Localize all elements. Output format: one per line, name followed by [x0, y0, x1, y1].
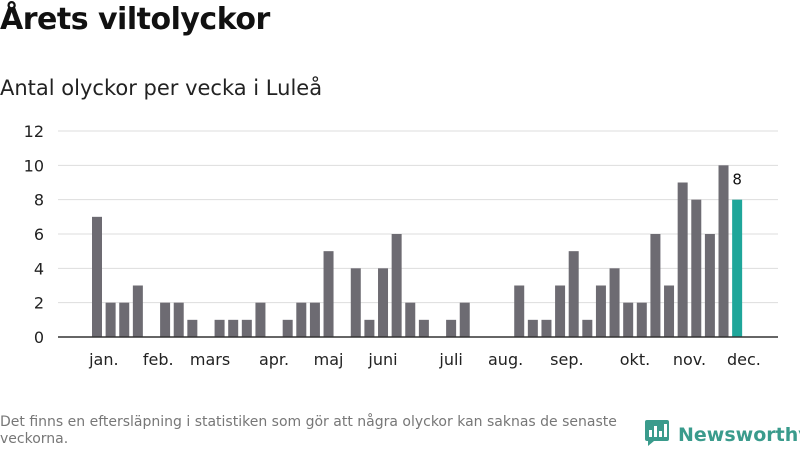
y-tick-label: 2 — [34, 294, 44, 313]
x-tick-label: dec. — [727, 350, 761, 369]
bar — [160, 302, 171, 337]
bar — [214, 319, 225, 337]
bar — [636, 302, 647, 337]
y-axis-ticks: 0 2 4 6 8 10 12 — [24, 122, 44, 347]
bar — [241, 319, 252, 337]
chart-subtitle: Antal olyckor per vecka i Luleå — [0, 76, 323, 100]
bar — [664, 285, 675, 337]
bar-current-week — [732, 199, 743, 337]
bar — [92, 216, 102, 337]
bar — [623, 302, 634, 337]
footnote: Det finns en eftersläpning i statistiken… — [0, 414, 617, 447]
x-tick-label: maj — [314, 350, 344, 369]
y-tick-label: 12 — [24, 122, 44, 141]
x-tick-label: juli — [438, 350, 462, 369]
bar — [187, 319, 198, 337]
bar — [595, 285, 606, 337]
x-tick-label: okt. — [620, 350, 650, 369]
bar — [323, 251, 334, 337]
brand-logo[interactable]: Newsworthy — [644, 419, 800, 451]
x-tick-label: juni — [367, 350, 397, 369]
bar — [609, 268, 620, 337]
data-labels: 8 — [732, 171, 742, 189]
bar — [568, 251, 579, 337]
bar — [309, 302, 320, 337]
bar — [677, 182, 688, 337]
bar — [691, 199, 702, 337]
bar — [405, 302, 416, 337]
bar — [391, 234, 402, 337]
bar — [459, 302, 470, 337]
bar — [582, 319, 593, 337]
bar — [296, 302, 307, 337]
bar — [132, 285, 143, 337]
bar — [650, 234, 661, 337]
bar — [704, 234, 715, 337]
bar — [541, 319, 552, 337]
bar — [350, 268, 361, 337]
bar — [446, 319, 457, 337]
brand-name: Newsworthy — [678, 424, 800, 446]
data-label: 8 — [732, 171, 742, 189]
bar — [228, 319, 239, 337]
x-axis-ticks: jan. feb. mars apr. maj juni juli aug. sep. okt. n… — [88, 350, 761, 369]
y-tick-label: 10 — [24, 156, 44, 175]
bar — [555, 285, 566, 337]
x-tick-label: jan. — [88, 350, 118, 369]
x-tick-label: apr. — [259, 350, 289, 369]
x-tick-label: sep. — [550, 350, 583, 369]
newsworthy-logo-icon — [644, 419, 670, 451]
bar — [718, 165, 729, 337]
y-tick-label: 8 — [34, 191, 44, 210]
bar — [364, 319, 375, 337]
grid-lines — [58, 130, 778, 304]
bar — [255, 302, 266, 337]
x-tick-label: feb. — [143, 350, 174, 369]
bar-chart: 0 2 4 6 8 10 12 jan. feb. mars apr. maj juni juli aug… — [24, 122, 778, 369]
x-tick-label: nov. — [673, 350, 706, 369]
bar — [378, 268, 389, 337]
bar — [418, 319, 429, 337]
chart-title: Årets viltolyckor — [0, 2, 270, 37]
bar — [173, 302, 184, 337]
x-tick-label: mars — [190, 350, 230, 369]
bar — [105, 302, 116, 337]
x-tick-label: aug. — [488, 350, 523, 369]
y-tick-label: 0 — [34, 328, 44, 347]
bars — [92, 165, 743, 337]
bar — [282, 319, 293, 337]
y-tick-label: 4 — [34, 259, 44, 278]
y-tick-label: 6 — [34, 225, 44, 244]
bar — [527, 319, 538, 337]
bar — [514, 285, 525, 337]
bar — [119, 302, 130, 337]
